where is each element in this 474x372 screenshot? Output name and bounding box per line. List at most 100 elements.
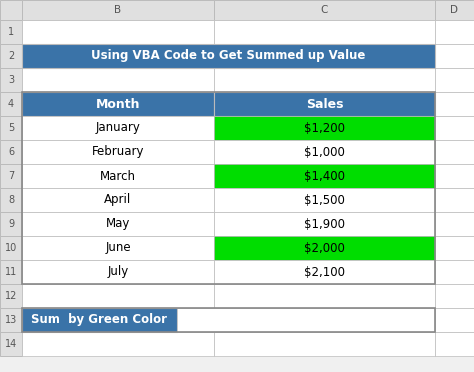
Bar [214, 0, 435, 20]
Bar [435, 92, 474, 116]
Text: $1,500: $1,500 [304, 193, 345, 206]
Bar [435, 188, 474, 212]
Bar [22, 308, 177, 332]
Bar [435, 44, 474, 68]
Bar [0, 260, 22, 284]
Bar [214, 188, 435, 212]
Bar [214, 116, 435, 140]
Bar [435, 140, 474, 164]
Bar [214, 20, 435, 44]
Bar [22, 284, 214, 308]
Text: 13: 13 [5, 315, 17, 325]
Text: 2: 2 [8, 51, 14, 61]
Text: 7: 7 [8, 171, 14, 181]
Bar [214, 92, 435, 116]
Bar [22, 236, 214, 260]
Bar [214, 140, 435, 164]
Bar [214, 68, 435, 92]
Bar [0, 164, 22, 188]
Text: $1,900: $1,900 [304, 218, 345, 231]
Bar [22, 116, 214, 140]
Bar [214, 188, 435, 212]
Bar [214, 44, 435, 68]
Bar [0, 188, 22, 212]
Bar [214, 116, 435, 140]
Text: March: March [100, 170, 136, 183]
Text: February: February [92, 145, 144, 158]
Text: 11: 11 [5, 267, 17, 277]
Text: January: January [96, 122, 140, 135]
Text: $2,000: $2,000 [304, 241, 345, 254]
Text: $1,400: $1,400 [304, 170, 345, 183]
Text: 1: 1 [8, 27, 14, 37]
Bar [214, 260, 435, 284]
Text: 14: 14 [5, 339, 17, 349]
Bar [177, 308, 435, 332]
Bar [0, 44, 22, 68]
Bar [435, 164, 474, 188]
Text: 9: 9 [8, 219, 14, 229]
Bar [0, 308, 22, 332]
Bar [22, 212, 214, 236]
Text: 8: 8 [8, 195, 14, 205]
Bar [0, 20, 22, 44]
Bar [435, 0, 474, 20]
Bar [214, 260, 435, 284]
Bar [22, 140, 214, 164]
Bar [22, 92, 214, 116]
Text: $2,100: $2,100 [304, 266, 345, 279]
Bar [435, 236, 474, 260]
Text: 10: 10 [5, 243, 17, 253]
Text: 5: 5 [8, 123, 14, 133]
Bar [435, 20, 474, 44]
Text: 4: 4 [8, 99, 14, 109]
Bar [0, 92, 22, 116]
Bar [435, 68, 474, 92]
Bar [22, 68, 214, 92]
Text: B: B [114, 5, 121, 15]
Bar [22, 236, 214, 260]
Text: Month: Month [96, 97, 140, 110]
Text: April: April [104, 193, 132, 206]
Bar [214, 212, 435, 236]
Bar [0, 116, 22, 140]
Text: Using VBA Code to Get Summed up Value: Using VBA Code to Get Summed up Value [91, 49, 365, 62]
Bar [0, 0, 22, 20]
Bar [22, 0, 214, 20]
Bar [214, 92, 435, 116]
Text: May: May [106, 218, 130, 231]
Bar [22, 332, 214, 356]
Text: C: C [321, 5, 328, 15]
Text: Sum  by Green Color: Sum by Green Color [31, 314, 167, 327]
Bar [214, 308, 435, 332]
Text: 3: 3 [8, 75, 14, 85]
Bar [435, 308, 474, 332]
Bar [22, 308, 435, 332]
Bar [0, 212, 22, 236]
Bar [435, 212, 474, 236]
Bar [22, 164, 214, 188]
Bar [22, 188, 214, 212]
Bar [435, 284, 474, 308]
Bar [0, 140, 22, 164]
Text: 12: 12 [5, 291, 17, 301]
Bar [22, 116, 214, 140]
Text: Sales: Sales [306, 97, 343, 110]
Bar [22, 20, 214, 44]
Bar [214, 332, 435, 356]
Bar [22, 212, 214, 236]
Bar [214, 284, 435, 308]
Bar [22, 92, 214, 116]
Text: July: July [108, 266, 128, 279]
Text: D: D [450, 5, 458, 15]
Text: $1,200: $1,200 [304, 122, 345, 135]
Bar [0, 236, 22, 260]
Bar [214, 140, 435, 164]
Bar [22, 164, 214, 188]
Text: 6: 6 [8, 147, 14, 157]
Bar [214, 164, 435, 188]
Bar [22, 44, 435, 68]
Bar [22, 92, 435, 284]
Bar [22, 188, 214, 212]
Text: June: June [105, 241, 131, 254]
